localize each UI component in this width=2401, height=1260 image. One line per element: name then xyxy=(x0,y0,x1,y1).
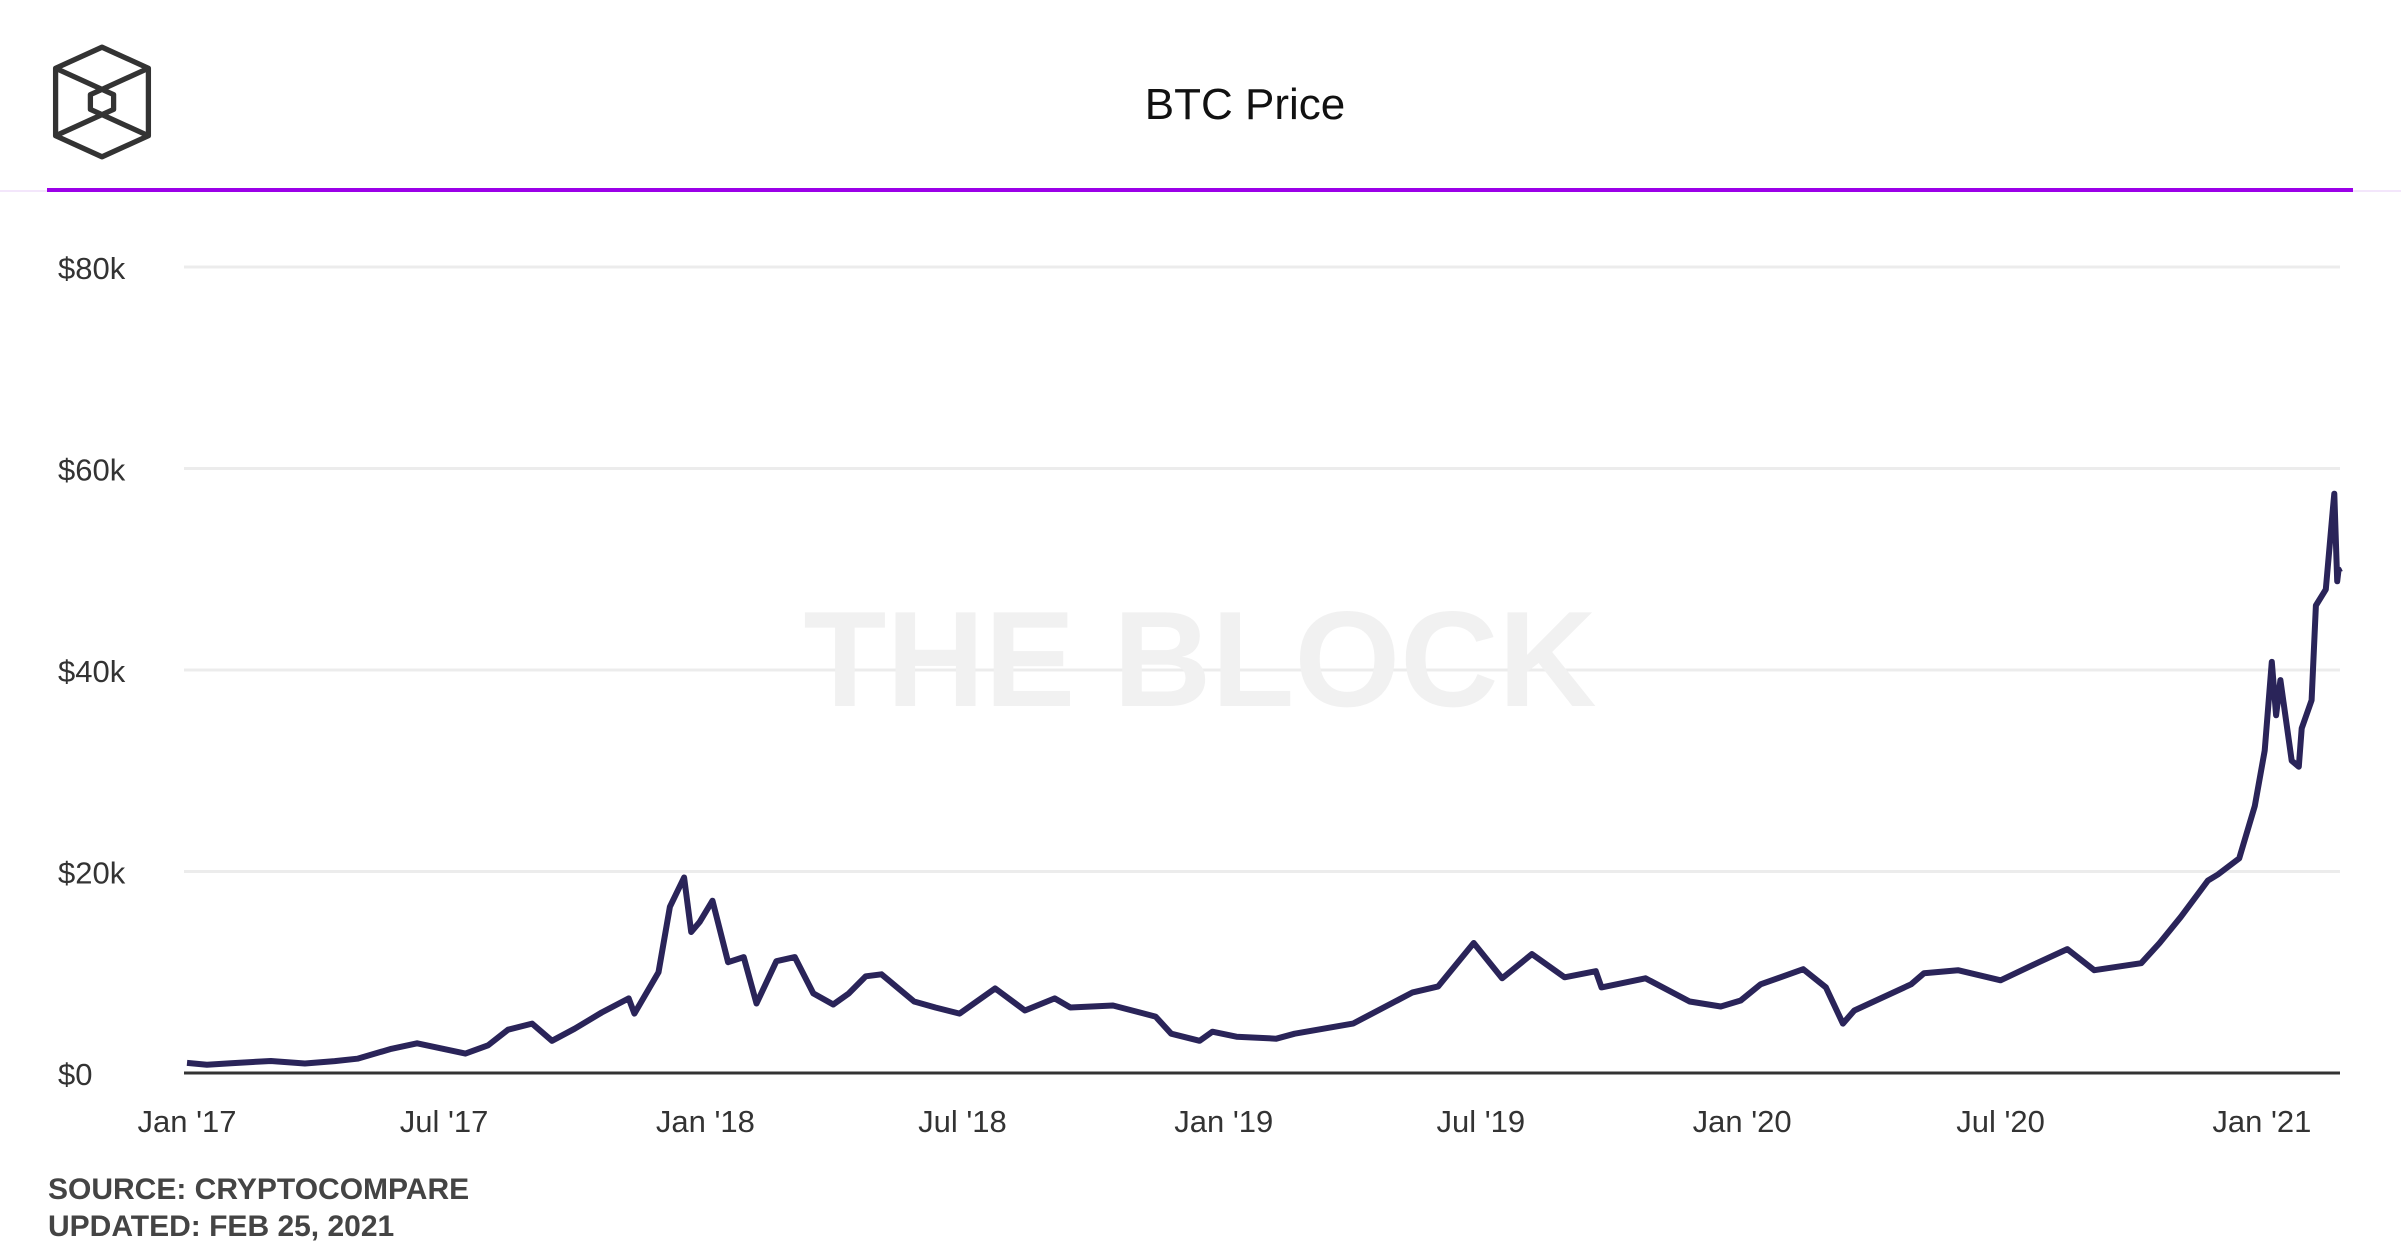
y-tick-label: $80k xyxy=(58,251,126,286)
y-tick-label: $20k xyxy=(58,856,126,891)
y-tick-label: $60k xyxy=(58,453,126,488)
source-note: SOURCE: CRYPTOCOMPARE xyxy=(48,1173,470,1206)
chart-title: BTC Price xyxy=(1144,80,1346,129)
x-tick-label: Jan '21 xyxy=(2212,1104,2311,1139)
watermark: THE BLOCK xyxy=(803,583,1596,735)
x-tick-label: Jul '17 xyxy=(400,1104,489,1139)
x-tick-label: Jan '19 xyxy=(1174,1104,1273,1139)
y-tick-label: $40k xyxy=(58,654,126,689)
header-accent-line xyxy=(47,188,2353,192)
the-block-logo xyxy=(52,44,152,160)
x-tick-label: Jul '18 xyxy=(918,1104,1007,1139)
updated-note: UPDATED: FEB 25, 2021 xyxy=(48,1210,395,1243)
x-tick-label: Jan '17 xyxy=(138,1104,237,1139)
x-tick-label: Jan '18 xyxy=(656,1104,755,1139)
series-line-btc-price xyxy=(186,490,2343,1068)
x-tick-label: Jul '20 xyxy=(1956,1104,2045,1139)
x-tick-label: Jan '20 xyxy=(1693,1104,1792,1139)
y-tick-label: $0 xyxy=(58,1057,92,1092)
x-tick-label: Jul '19 xyxy=(1436,1104,1525,1139)
